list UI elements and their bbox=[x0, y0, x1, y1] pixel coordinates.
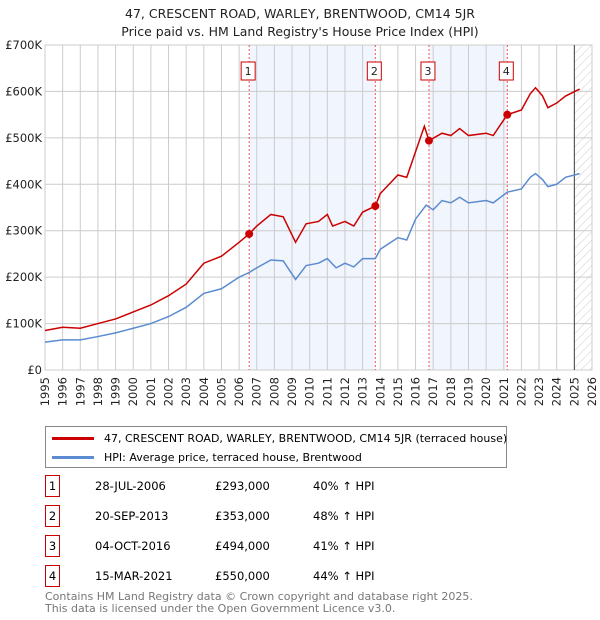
sale-marker-label: 1 bbox=[245, 65, 252, 78]
x-tick-label: 2006 bbox=[232, 377, 246, 406]
x-tick-label: 1995 bbox=[38, 377, 52, 406]
y-tick-label: £100K bbox=[5, 317, 42, 331]
sale-number: 1 bbox=[45, 475, 60, 497]
chart-subtitle: Price paid vs. HM Land Registry's House … bbox=[121, 24, 479, 39]
x-tick-label: 2024 bbox=[550, 377, 564, 406]
x-tick-label: 2012 bbox=[338, 377, 352, 406]
legend-label-hpi: HPI: Average price, terraced house, Bren… bbox=[104, 451, 362, 464]
property-series-line bbox=[44, 86, 580, 332]
x-tick-label: 1999 bbox=[109, 377, 123, 406]
sale-price: £293,000 bbox=[215, 479, 270, 493]
x-tick-label: 1997 bbox=[73, 377, 87, 406]
legend-label-property: 47, CRESCENT ROAD, WARLEY, BRENTWOOD, CM… bbox=[104, 432, 508, 445]
legend: 47, CRESCENT ROAD, WARLEY, BRENTWOOD, CM… bbox=[45, 426, 507, 468]
x-tick-label: 2017 bbox=[426, 377, 440, 406]
x-tick-label: 2022 bbox=[514, 377, 528, 406]
x-tick-label: 2015 bbox=[391, 377, 405, 406]
sale-point bbox=[424, 136, 433, 145]
sale-marker-label: 3 bbox=[424, 65, 431, 78]
x-tick-label: 2020 bbox=[479, 377, 493, 406]
x-tick-label: 2001 bbox=[144, 377, 158, 406]
sale-marker-label: 2 bbox=[371, 65, 378, 78]
sale-price: £550,000 bbox=[215, 569, 270, 583]
chart-plot: 1995 1996 1997 1998 1999 2000 2001 2002 2003 2004… bbox=[5, 38, 599, 406]
sale-marker-box bbox=[366, 61, 382, 81]
y-tick-label: £700K bbox=[5, 38, 42, 52]
sale-hpi-diff: 44% ↑ HPI bbox=[313, 569, 375, 583]
sale-number: 3 bbox=[45, 535, 60, 557]
x-tick-label: 2011 bbox=[320, 377, 334, 406]
sale-number: 2 bbox=[45, 505, 60, 527]
sale-marker-box bbox=[498, 61, 514, 81]
plot-border bbox=[44, 44, 593, 371]
y-tick-label: £600K bbox=[5, 84, 42, 98]
sale-number: 4 bbox=[45, 565, 60, 587]
y-tick-label: £400K bbox=[5, 177, 42, 191]
x-tick-label: 2005 bbox=[214, 377, 228, 406]
legend-swatch-property bbox=[52, 437, 94, 440]
x-tick-label: 2007 bbox=[250, 377, 264, 406]
sale-date: 04-OCT-2016 bbox=[95, 539, 171, 553]
x-tick-label: 2018 bbox=[444, 377, 458, 406]
x-tick-label: 2025 bbox=[567, 377, 581, 406]
sale-point bbox=[371, 202, 380, 211]
x-tick-label: 2026 bbox=[585, 377, 599, 406]
sale-date: 15-MAR-2021 bbox=[95, 569, 173, 583]
x-tick-label: 2009 bbox=[285, 377, 299, 406]
sale-price: £494,000 bbox=[215, 539, 270, 553]
footer-line-2: This data is licensed under the Open Gov… bbox=[45, 602, 396, 615]
x-tick-label: 1998 bbox=[91, 377, 105, 406]
x-tick-label: 2010 bbox=[303, 377, 317, 406]
x-tick-label: 2019 bbox=[461, 377, 475, 406]
forecast-hatch bbox=[574, 45, 592, 370]
y-tick-label: £500K bbox=[5, 131, 42, 145]
sale-period-shade bbox=[249, 45, 376, 370]
y-tick-label: £0 bbox=[27, 363, 42, 377]
y-tick-label: £300K bbox=[5, 224, 42, 238]
sale-hpi-diff: 48% ↑ HPI bbox=[313, 509, 375, 523]
sale-date: 28-JUL-2006 bbox=[95, 479, 166, 493]
chart-title: 47, CRESCENT ROAD, WARLEY, BRENTWOOD, CM… bbox=[125, 6, 475, 21]
x-tick-label: 2021 bbox=[497, 377, 511, 406]
legend-swatch-hpi bbox=[52, 456, 94, 459]
x-tick-label: 2002 bbox=[162, 377, 176, 406]
x-tick-label: 2016 bbox=[409, 377, 423, 406]
x-tick-label: 2014 bbox=[373, 377, 387, 406]
x-tick-label: 2004 bbox=[197, 377, 211, 406]
sale-marker-label: 4 bbox=[503, 65, 510, 78]
x-tick-label: 2003 bbox=[179, 377, 193, 406]
sale-marker-box bbox=[420, 61, 436, 81]
sale-price: £353,000 bbox=[215, 509, 270, 523]
sale-hpi-diff: 41% ↑ HPI bbox=[313, 539, 375, 553]
x-tick-label: 2013 bbox=[356, 377, 370, 406]
sale-point bbox=[503, 110, 512, 119]
sale-hpi-diff: 40% ↑ HPI bbox=[313, 479, 375, 493]
sale-date: 20-SEP-2013 bbox=[95, 509, 169, 523]
x-tick-label: 2000 bbox=[126, 377, 140, 406]
x-tick-label: 2023 bbox=[532, 377, 546, 406]
footer-line-1: Contains HM Land Registry data © Crown c… bbox=[45, 590, 473, 603]
hpi-series-line bbox=[44, 172, 580, 343]
footer: Contains HM Land Registry data © Crown c… bbox=[45, 591, 473, 615]
x-tick-label: 1996 bbox=[56, 377, 70, 406]
sale-point bbox=[245, 229, 254, 238]
y-tick-label: £200K bbox=[5, 270, 42, 284]
sale-marker-box bbox=[240, 61, 256, 81]
x-tick-label: 2008 bbox=[267, 377, 281, 406]
